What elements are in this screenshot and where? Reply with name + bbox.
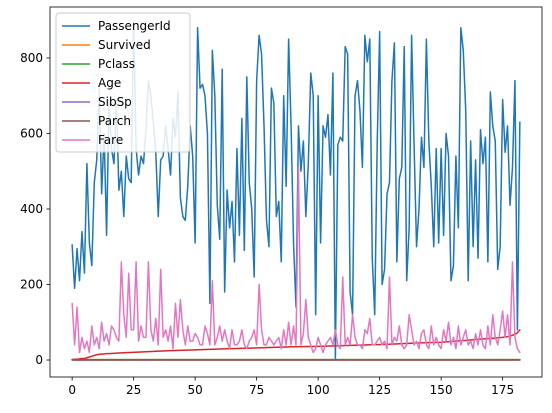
x-axis: 0 25 50 75 100 125 150 175 [68, 377, 514, 397]
y-tick-label: 0 [35, 353, 43, 367]
legend-label-passengerid: PassengerId [98, 19, 171, 33]
legend-label-fare: Fare [98, 133, 123, 147]
y-tick-label: 400 [20, 202, 43, 216]
y-tick-label: 800 [20, 51, 43, 65]
legend-box [55, 12, 191, 153]
legend-label-age: Age [98, 76, 121, 90]
x-tick-label: 50 [187, 383, 202, 397]
legend-label-parch: Parch [98, 114, 131, 128]
legend: PassengerId Survived Pclass Age SibSp Parch Fa… [55, 12, 191, 153]
x-tick-label: 100 [307, 383, 330, 397]
plot-frame [49, 6, 543, 378]
y-axis: 0 200 400 600 800 [20, 51, 50, 367]
legend-label-pclass: Pclass [98, 57, 135, 71]
series-line-fare [71, 166, 521, 354]
x-tick-label: 175 [491, 383, 514, 397]
x-tick-label: 125 [368, 383, 391, 397]
x-tick-label: 25 [126, 383, 141, 397]
x-tick-label: 150 [430, 383, 453, 397]
legend-label-sibsp: SibSp [98, 95, 132, 109]
legend-label-survived: Survived [98, 38, 151, 52]
x-tick-label: 75 [249, 383, 264, 397]
series-line-age [71, 329, 521, 361]
y-tick-label: 600 [20, 126, 43, 140]
y-tick-label: 200 [20, 278, 43, 292]
x-tick-label: 0 [68, 383, 76, 397]
